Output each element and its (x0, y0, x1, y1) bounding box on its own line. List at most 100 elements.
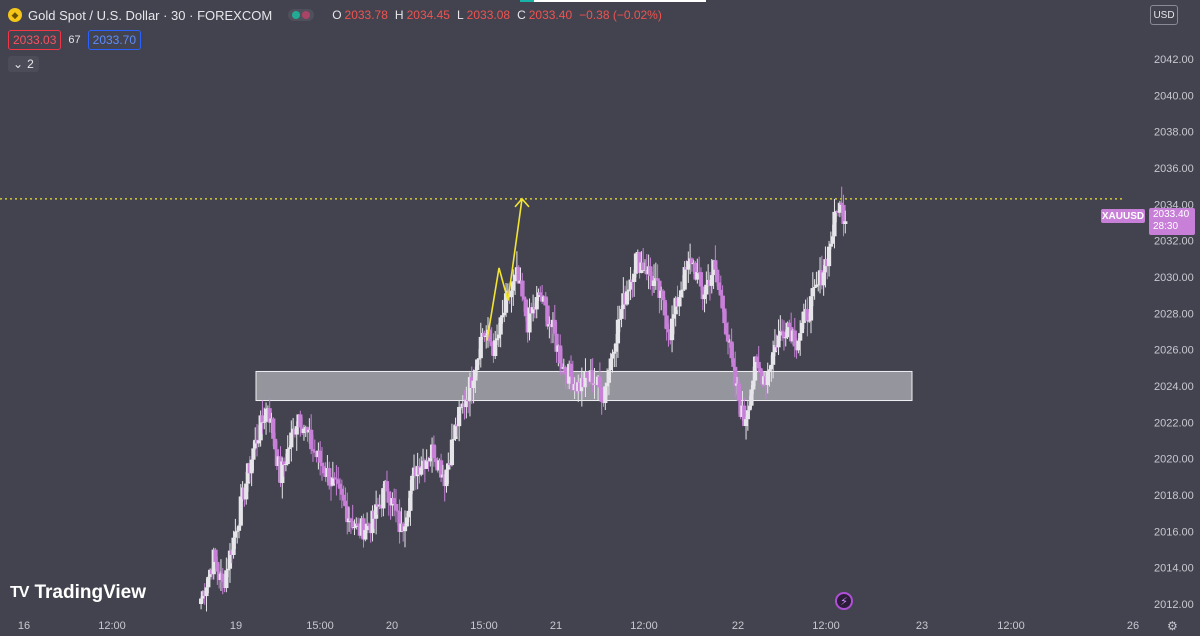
candle-body (419, 467, 424, 475)
candle-body (771, 352, 776, 365)
tradingview-logo[interactable]: TV TradingView (10, 582, 146, 604)
last-price-label: 2033.40 28:30 (1149, 208, 1195, 235)
candle-body (424, 460, 429, 469)
chevron-down-icon: ⌄ (13, 57, 24, 71)
x-axis-tick-label: 19 (230, 620, 242, 632)
candle (812, 279, 817, 300)
candle-body (503, 293, 509, 313)
candle (249, 459, 254, 487)
candle-body (538, 292, 543, 296)
candle-body (749, 389, 754, 406)
candle-body (395, 510, 400, 512)
x-axis-tick-label: 12:00 (997, 620, 1025, 632)
candle (678, 281, 684, 307)
candle-body (520, 280, 525, 297)
candle (263, 402, 269, 435)
close-value: 2033.40 (528, 8, 573, 22)
candle-body (433, 458, 438, 463)
symbol-title[interactable]: Gold Spot / U.S. Dollar · 30 · FOREXCOM (28, 7, 273, 23)
symbol-header: ◆ Gold Spot / U.S. Dollar · 30 · FOREXCO… (8, 6, 662, 24)
candle-body (798, 333, 803, 341)
candle (599, 381, 604, 415)
candle (743, 416, 749, 440)
open-key: O (332, 8, 342, 22)
candle-body (742, 405, 747, 427)
candle (682, 261, 687, 291)
candle-body (633, 253, 639, 274)
candle-body (693, 262, 698, 280)
y-axis-tick-label: 2014.00 (1154, 563, 1194, 575)
candle-body (597, 376, 602, 388)
candle (253, 427, 258, 450)
candle (603, 382, 608, 410)
sell-button[interactable]: 2033.03 (8, 30, 62, 50)
candle-body (516, 267, 521, 284)
candle-body (534, 297, 539, 310)
candle-body (796, 340, 801, 351)
candle-body (453, 424, 458, 440)
candle-body (336, 479, 341, 484)
projection-arrow[interactable] (486, 198, 523, 341)
candle-body (605, 382, 610, 387)
candle (787, 319, 792, 328)
lightning-icon[interactable]: ⚡ (835, 592, 853, 610)
tradingview-wordmark: TradingView (34, 582, 147, 603)
currency-button[interactable]: USD (1150, 5, 1178, 25)
candle-body (624, 291, 630, 305)
candle (686, 251, 691, 283)
candle-body (747, 405, 752, 411)
y-axis-tick-label: 2032.00 (1154, 236, 1194, 248)
market-status[interactable] (288, 9, 315, 21)
candle-body (780, 330, 785, 332)
candle-body (294, 426, 299, 435)
spread-value: 67 (68, 34, 81, 46)
gear-icon[interactable]: ⚙ (1167, 619, 1178, 633)
candle-body (321, 466, 326, 474)
candle (424, 449, 429, 470)
candle-body (657, 280, 662, 298)
candle-body (245, 463, 251, 484)
candle (294, 421, 299, 451)
candle-body (603, 386, 608, 404)
candle-body (343, 500, 348, 507)
candle-body (615, 319, 621, 344)
candle-body (527, 307, 532, 333)
candle-body (330, 477, 335, 486)
candle-body (839, 202, 844, 205)
candle (449, 423, 455, 467)
candle (778, 315, 783, 341)
candle-body (334, 478, 339, 480)
candle-body (677, 297, 682, 307)
candle-body (720, 295, 725, 309)
candle-body (807, 320, 812, 322)
candle-body (704, 284, 709, 295)
candle (498, 315, 503, 348)
candle-body (700, 286, 705, 300)
candle-body (244, 483, 249, 500)
candle-body (211, 549, 216, 575)
candle (475, 359, 480, 376)
candle-body (554, 333, 559, 352)
candle (810, 272, 815, 307)
candle-body (361, 518, 366, 540)
market-status-dot-icon (302, 11, 311, 19)
candle-body (502, 312, 507, 316)
candle-body (467, 377, 473, 402)
candle (327, 461, 332, 490)
candle (641, 248, 646, 271)
candle-body (828, 243, 833, 247)
buy-button[interactable]: 2033.70 (87, 30, 142, 50)
candle-body (651, 280, 657, 286)
candle (772, 329, 778, 357)
candle-body (745, 410, 750, 420)
y-axis-tick-label: 2020.00 (1154, 454, 1194, 466)
candle-body (511, 281, 516, 291)
candle-body (231, 537, 236, 555)
candle-body (262, 421, 267, 423)
candle-body (227, 550, 233, 569)
indicators-toggle[interactable]: ⌄ 2 (8, 56, 39, 72)
candle-body (552, 319, 557, 334)
candle-body (381, 488, 386, 509)
candle-body (235, 530, 240, 532)
